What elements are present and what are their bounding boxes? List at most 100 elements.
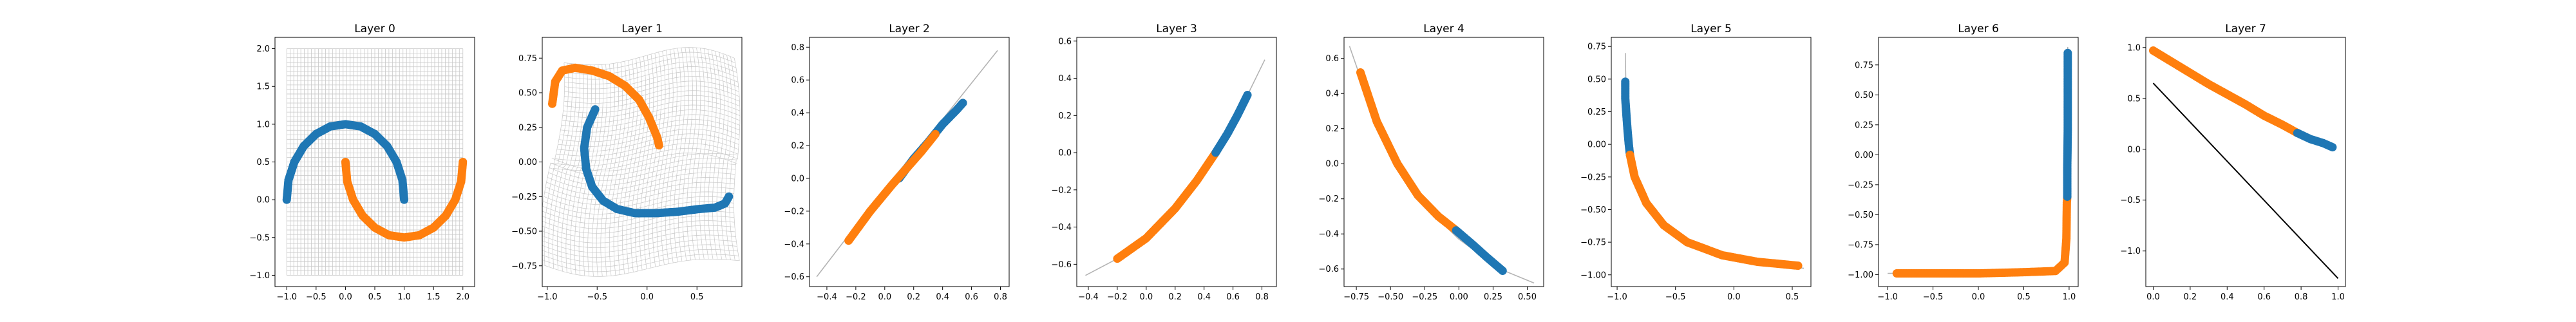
y-tick-label: 0.2 bbox=[791, 142, 804, 151]
grid-line bbox=[687, 47, 697, 260]
x-tick-label: 1.0 bbox=[2331, 292, 2345, 302]
plot-area bbox=[1085, 59, 1265, 276]
data-point bbox=[1498, 266, 1507, 275]
x-tick-label: 0.6 bbox=[1226, 292, 1240, 302]
grid-line bbox=[630, 56, 647, 272]
grid-line bbox=[565, 64, 588, 273]
subplot-6: −1.0 −0.5 0.0 0.5 1.0 −1.00 −0.75 −0.50 −0.25 0.0… bbox=[1848, 23, 2079, 302]
y-tick-label: 0.6 bbox=[1325, 54, 1339, 64]
subplot-title: Layer 3 bbox=[1156, 23, 1197, 35]
series-blue bbox=[282, 120, 409, 204]
x-tick-label: 0.5 bbox=[368, 292, 382, 302]
y-tick-label: −1.00 bbox=[1580, 270, 1606, 280]
y-tick-label: −0.6 bbox=[1051, 260, 1072, 270]
x-tick-label: 0.0 bbox=[1727, 292, 1741, 302]
y-tick-label: 0.0 bbox=[2127, 145, 2141, 155]
x-tick-label: 0.5 bbox=[690, 292, 704, 302]
plot-area bbox=[282, 48, 468, 276]
grid-line bbox=[682, 47, 693, 261]
subplot-4: −0.75 −0.50 −0.25 0.00 0.25 0.50 −0.6 −0.4 −0.2 0… bbox=[1318, 23, 1544, 302]
y-tick-label: 0.75 bbox=[1587, 43, 1606, 52]
grid-line bbox=[734, 58, 741, 261]
grid-line bbox=[544, 187, 735, 205]
grid-line bbox=[549, 162, 736, 181]
plot-area bbox=[1349, 46, 1535, 284]
y-tick-label: 0.25 bbox=[518, 123, 537, 133]
grid-line bbox=[542, 254, 739, 272]
grid-line bbox=[570, 64, 592, 274]
grid-line bbox=[545, 182, 735, 200]
subplot-title: Layer 2 bbox=[889, 23, 930, 35]
subplot-title: Layer 1 bbox=[621, 23, 663, 35]
data-point bbox=[958, 99, 967, 108]
x-tick-label: −1.0 bbox=[276, 292, 297, 302]
axes-frame bbox=[1878, 37, 2079, 287]
x-tick-label: 0.0 bbox=[640, 292, 654, 302]
x-tick-label: −0.75 bbox=[1343, 292, 1369, 302]
y-tick-label: 0.75 bbox=[1855, 61, 1873, 70]
plot-area bbox=[542, 47, 741, 277]
y-tick-label: −0.2 bbox=[1318, 194, 1339, 204]
grid-line bbox=[547, 172, 735, 191]
y-tick-label: 0.0 bbox=[256, 196, 270, 205]
y-tick-label: 0.50 bbox=[1587, 75, 1606, 84]
x-tick-label: 0.0 bbox=[1139, 292, 1153, 302]
y-tick-label: −0.4 bbox=[1318, 230, 1339, 240]
y-tick-label: −0.25 bbox=[511, 193, 537, 202]
y-tick-label: 0.6 bbox=[1058, 37, 1072, 46]
y-tick-label: −0.4 bbox=[784, 240, 804, 249]
x-tick-label: 0.00 bbox=[1450, 292, 1468, 302]
data-point bbox=[2063, 48, 2072, 57]
x-tick-label: −0.5 bbox=[1923, 292, 1944, 302]
axes-frame bbox=[1611, 37, 1812, 287]
x-tick-label: −1.0 bbox=[537, 292, 558, 302]
x-tick-label: 0.0 bbox=[2146, 292, 2160, 302]
x-tick-label: 0.0 bbox=[1972, 292, 1985, 302]
grid-line bbox=[674, 48, 685, 262]
x-tick-label: −0.2 bbox=[846, 292, 866, 302]
grid-line bbox=[712, 51, 721, 260]
series-orange bbox=[844, 129, 940, 245]
series-orange bbox=[2148, 46, 2302, 137]
x-tick-label: −0.5 bbox=[587, 292, 607, 302]
y-tick-label: −1.0 bbox=[249, 271, 270, 281]
y-tick-label: 0.5 bbox=[2127, 94, 2141, 104]
y-tick-label: −0.25 bbox=[1848, 180, 1873, 190]
x-tick-label: 0.0 bbox=[878, 292, 891, 302]
series-orange bbox=[1625, 150, 1803, 270]
transform-curve bbox=[1888, 46, 2069, 274]
x-tick-label: −0.4 bbox=[1078, 292, 1099, 302]
subplot-title: Layer 6 bbox=[1958, 23, 1999, 35]
x-tick-label: −0.5 bbox=[1665, 292, 1686, 302]
grid-line bbox=[542, 249, 738, 267]
series-blue bbox=[1452, 226, 1507, 275]
x-tick-label: 1.0 bbox=[397, 292, 411, 302]
input-grid bbox=[286, 48, 464, 276]
series-orange bbox=[1356, 68, 1461, 235]
grid-line bbox=[703, 49, 713, 260]
y-tick-label: −0.75 bbox=[1580, 238, 1606, 248]
plot-area bbox=[816, 50, 998, 278]
x-tick-label: 0.5 bbox=[1786, 292, 1799, 302]
grid-line bbox=[557, 64, 580, 270]
grid-line bbox=[564, 71, 739, 90]
y-tick-label: −1.00 bbox=[1848, 270, 1873, 280]
y-tick-label: 2.0 bbox=[256, 44, 270, 54]
plot-area bbox=[1888, 46, 2072, 278]
grid-line bbox=[605, 62, 623, 276]
plot-area bbox=[1621, 53, 1804, 270]
y-tick-label: 1.5 bbox=[256, 82, 270, 92]
y-tick-label: 0.4 bbox=[791, 109, 804, 118]
y-tick-label: 0.8 bbox=[791, 43, 804, 53]
data-point bbox=[654, 141, 663, 150]
y-tick-label: −0.2 bbox=[784, 207, 804, 216]
grid-line bbox=[600, 62, 619, 277]
series-orange bbox=[1113, 148, 1220, 263]
y-tick-label: 1.0 bbox=[2127, 43, 2141, 53]
grid-line bbox=[656, 50, 670, 266]
data-point bbox=[1243, 91, 1252, 100]
y-tick-label: 0.2 bbox=[1058, 111, 1072, 121]
series-orange bbox=[548, 63, 663, 150]
y-tick-label: 0.2 bbox=[1325, 124, 1339, 134]
y-tick-label: −0.50 bbox=[1848, 211, 1873, 220]
